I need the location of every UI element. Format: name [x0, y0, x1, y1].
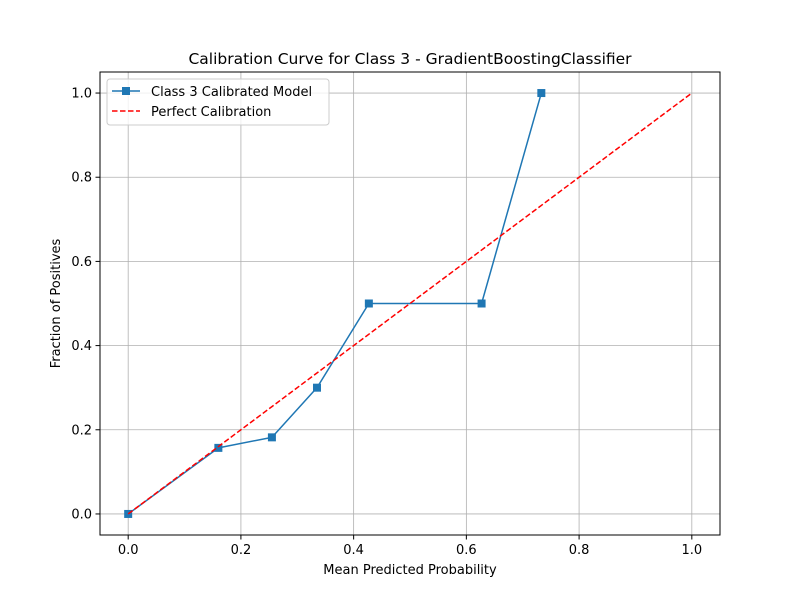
- y-tick-label: 0.0: [71, 507, 92, 522]
- data-point-class-3-calibrated-model: [124, 509, 133, 518]
- series-line-perfect-calibration: [127, 92, 693, 515]
- x-tick-label: 0.6: [456, 543, 477, 558]
- y-tick-label: 0.4: [71, 339, 92, 354]
- x-tick-label: 0.0: [118, 543, 139, 558]
- legend-box: [106, 78, 330, 126]
- data-point-class-3-calibrated-model: [364, 299, 373, 308]
- x-axis-ticks: 0.0 0.2 0.4 0.6 0.8 1.0: [118, 535, 702, 558]
- y-axis-ticks: 0.0 0.2 0.4 0.6 0.8 1.0: [71, 87, 100, 522]
- legend-marker-calibrated-model: [122, 87, 130, 95]
- x-tick-label: 0.8: [569, 543, 590, 558]
- x-tick-label: 0.4: [343, 543, 364, 558]
- data-point-class-3-calibrated-model: [267, 433, 276, 442]
- y-axis-label: Fraction of Positives: [49, 238, 64, 368]
- y-tick-label: 1.0: [71, 87, 92, 102]
- data-point-class-3-calibrated-model: [214, 443, 223, 452]
- legend-label-calibrated-model: Class 3 Calibrated Model: [151, 85, 312, 100]
- data-point-class-3-calibrated-model: [313, 383, 321, 392]
- series-layer: [124, 89, 693, 518]
- legend: Class 3 Calibrated Model Perfect Calibra…: [106, 78, 330, 126]
- y-tick-label: 0.2: [71, 423, 92, 438]
- x-axis-label: Mean Predicted Probability: [323, 563, 497, 578]
- plot-area: [99, 71, 721, 536]
- data-point-class-3-calibrated-model: [477, 299, 486, 308]
- chart-title: Calibration Curve for Class 3 - Gradient…: [188, 50, 632, 68]
- data-point-class-3-calibrated-model: [537, 89, 546, 98]
- y-tick-label: 0.8: [71, 171, 92, 186]
- plot-border: [99, 71, 721, 536]
- x-tick-label: 1.0: [681, 543, 702, 558]
- grid-lines: [100, 72, 720, 535]
- legend-label-perfect-calibration: Perfect Calibration: [151, 105, 271, 120]
- y-tick-label: 0.6: [71, 255, 92, 270]
- x-tick-label: 0.2: [231, 543, 252, 558]
